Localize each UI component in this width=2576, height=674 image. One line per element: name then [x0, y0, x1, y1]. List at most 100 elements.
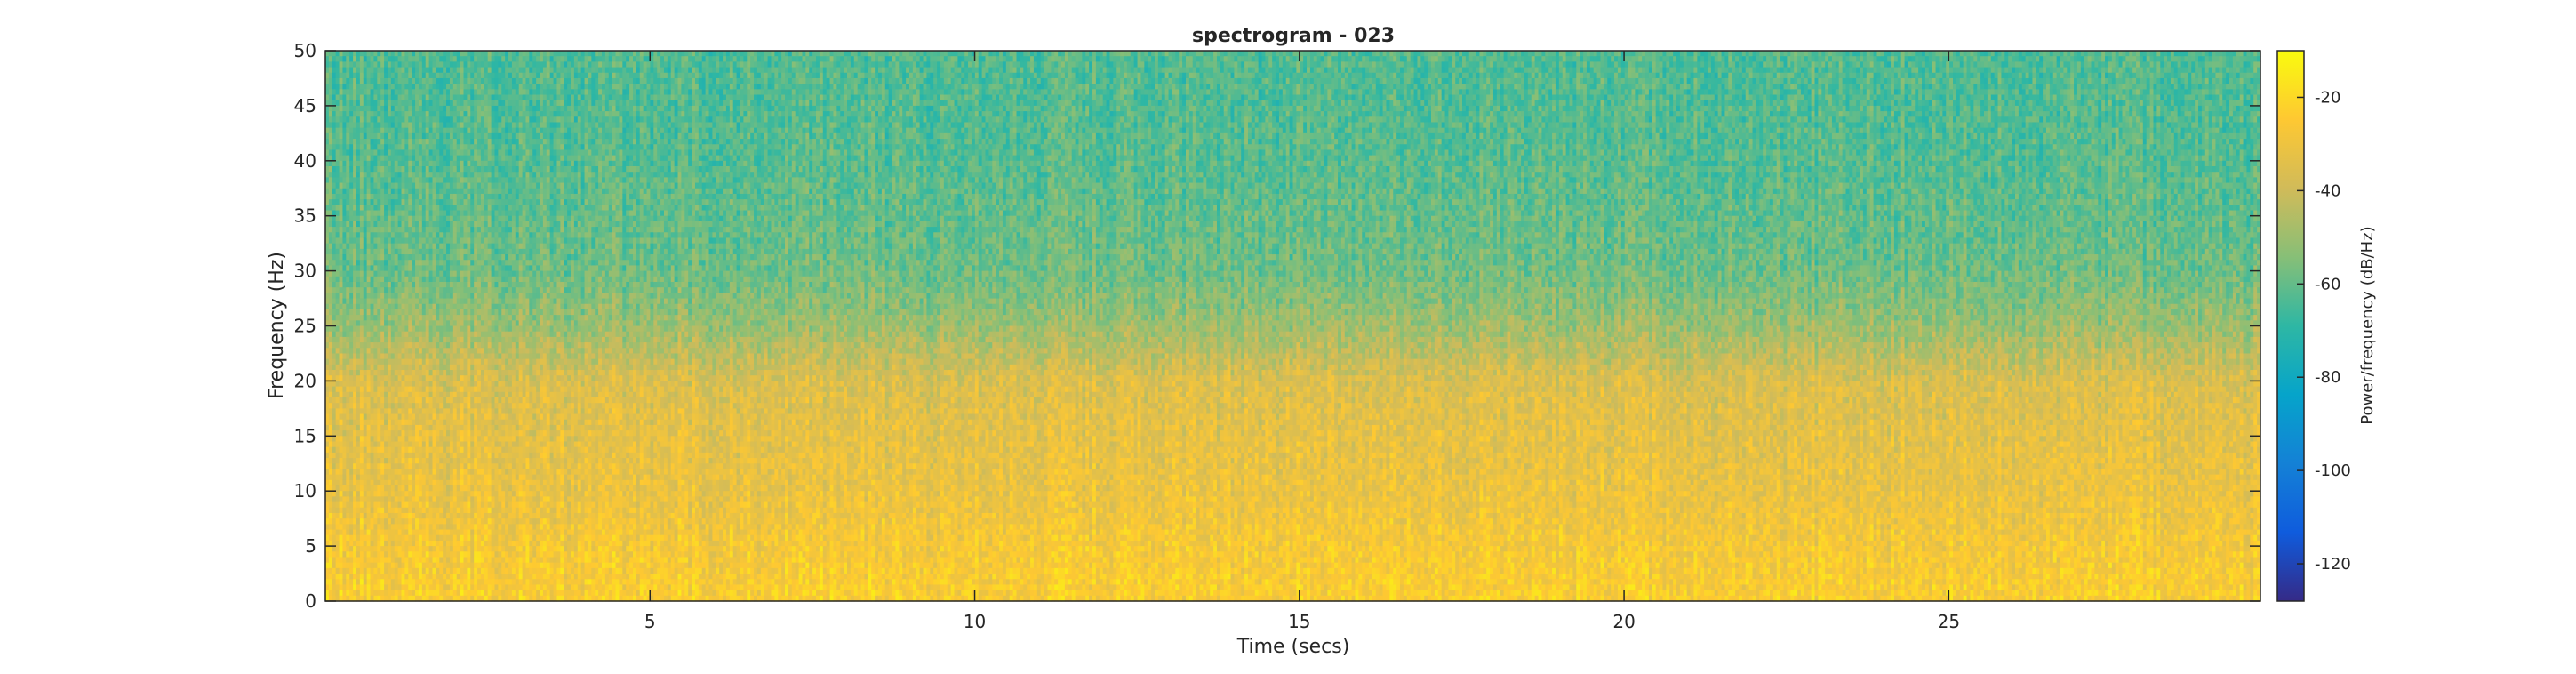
- heatmap-cell: [412, 78, 415, 84]
- heatmap-cell: [349, 530, 353, 536]
- heatmap-cell: [371, 579, 374, 585]
- heatmap-cell: [373, 381, 377, 387]
- heatmap-cell: [336, 551, 340, 558]
- heatmap-cell: [353, 463, 356, 469]
- heatmap-cell: [371, 420, 374, 426]
- heatmap-cell: [346, 574, 349, 580]
- heatmap-cell: [408, 95, 412, 101]
- heatmap-cell: [398, 260, 402, 266]
- heatmap-cell: [332, 84, 336, 90]
- heatmap-cell: [342, 485, 346, 492]
- heatmap-cell: [380, 568, 384, 574]
- heatmap-cell: [391, 397, 395, 404]
- heatmap-cell: [380, 453, 384, 459]
- heatmap-cell: [371, 326, 374, 333]
- heatmap-cell: [398, 194, 402, 200]
- heatmap-cell: [384, 177, 388, 183]
- heatmap-cell: [384, 535, 388, 542]
- heatmap-cell: [395, 342, 398, 349]
- heatmap-cell: [398, 430, 402, 437]
- heatmap-cell: [332, 508, 336, 514]
- heatmap-cell: [373, 211, 377, 217]
- heatmap-cell: [412, 508, 415, 514]
- heatmap-cell: [404, 309, 408, 316]
- heatmap-cell: [398, 436, 402, 442]
- heatmap-cell: [336, 530, 340, 536]
- heatmap-cell: [353, 557, 356, 563]
- heatmap-cell: [384, 78, 388, 84]
- heatmap-cell: [360, 100, 364, 107]
- heatmap-cell: [371, 156, 374, 162]
- heatmap-cell: [371, 216, 374, 222]
- heatmap-cell: [391, 496, 395, 502]
- heatmap-cell: [346, 469, 349, 475]
- heatmap-cell: [353, 469, 356, 475]
- heatmap-cell: [373, 254, 377, 261]
- heatmap-cell: [336, 194, 340, 200]
- heatmap-cell: [402, 282, 405, 288]
- heatmap-cell: [340, 122, 343, 128]
- heatmap-cell: [373, 458, 377, 464]
- heatmap-cell: [329, 447, 332, 453]
- heatmap-cell: [367, 557, 371, 563]
- heatmap-cell: [349, 359, 353, 365]
- heatmap-cell: [332, 403, 336, 409]
- heatmap-cell: [415, 78, 419, 84]
- heatmap-cell: [360, 122, 364, 128]
- heatmap-cell: [404, 546, 408, 552]
- heatmap-cell: [367, 100, 371, 107]
- heatmap-cell: [371, 254, 374, 261]
- heatmap-cell: [404, 342, 408, 349]
- heatmap-cell: [384, 293, 388, 299]
- heatmap-cell: [346, 480, 349, 486]
- heatmap-cell: [356, 480, 360, 486]
- heatmap-cell: [380, 156, 384, 162]
- heatmap-cell: [353, 508, 356, 514]
- heatmap-cell: [373, 100, 377, 107]
- heatmap-cell: [373, 574, 377, 580]
- heatmap-cell: [371, 299, 374, 305]
- heatmap-cell: [329, 574, 332, 580]
- heatmap-cell: [391, 420, 395, 426]
- heatmap-cell: [332, 420, 336, 426]
- heatmap-cell: [356, 441, 360, 447]
- heatmap-cell: [371, 265, 374, 271]
- heatmap-cell: [367, 68, 371, 74]
- heatmap-cell: [384, 139, 388, 145]
- heatmap-cell: [404, 211, 408, 217]
- heatmap-cell: [398, 309, 402, 316]
- heatmap-cell: [371, 453, 374, 459]
- heatmap-cell: [367, 172, 371, 178]
- heatmap-cell: [360, 172, 364, 178]
- heatmap-cell: [412, 144, 415, 150]
- heatmap-cell: [346, 420, 349, 426]
- heatmap-cell: [367, 458, 371, 464]
- heatmap-cell: [356, 447, 360, 453]
- heatmap-cell: [395, 359, 398, 365]
- heatmap-cell: [342, 392, 346, 398]
- heatmap-cell: [360, 139, 364, 145]
- heatmap-cell: [373, 232, 377, 238]
- heatmap-cell: [332, 315, 336, 321]
- heatmap-cell: [398, 375, 402, 381]
- heatmap-cell: [402, 541, 405, 547]
- heatmap-cell: [336, 128, 340, 134]
- heatmap-cell: [336, 480, 340, 486]
- heatmap-cell: [395, 260, 398, 266]
- heatmap-cell: [364, 271, 367, 277]
- heatmap-cell: [371, 244, 374, 250]
- heatmap-cell: [398, 68, 402, 74]
- heatmap-cell: [367, 403, 371, 409]
- heatmap-cell: [367, 128, 371, 134]
- heatmap-cell: [388, 139, 391, 145]
- heatmap-cell: [398, 420, 402, 426]
- heatmap-cell: [373, 491, 377, 497]
- heatmap-cell: [388, 332, 391, 338]
- heatmap-cell: [404, 408, 408, 414]
- heatmap-cell: [408, 513, 412, 519]
- heatmap-cell: [419, 73, 422, 79]
- heatmap-cell: [346, 68, 349, 74]
- heatmap-cell: [377, 365, 380, 371]
- heatmap-cell: [404, 177, 408, 183]
- heatmap-cell: [388, 260, 391, 266]
